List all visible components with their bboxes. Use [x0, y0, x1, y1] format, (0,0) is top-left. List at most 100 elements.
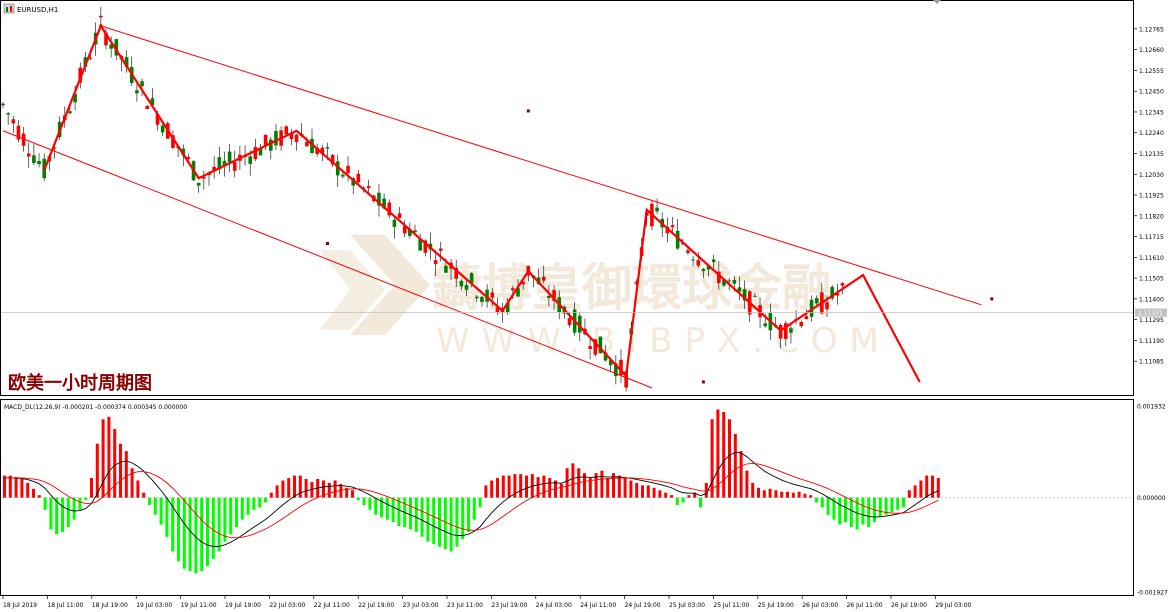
- channel-anchor-point: [325, 241, 329, 245]
- macd-histogram-bar: [264, 497, 267, 503]
- candle-body: [840, 283, 845, 286]
- candle-body: [578, 315, 582, 333]
- time-axis-tick-label: 26 Jul 11:00: [847, 602, 883, 609]
- macd-histogram-bar: [484, 485, 488, 498]
- axis-layer: 1.12765 1.12660 1.12555 1.12450 1.12345 1.122…: [2, 26, 1168, 609]
- candle-body: [78, 67, 83, 83]
- macd-histogram-bar: [635, 482, 639, 498]
- time-axis-tick-label: 29 Jul 03:00: [935, 602, 971, 609]
- candle-body: [495, 307, 500, 313]
- time-axis-tick-label: 23 Jul 19:00: [491, 602, 527, 609]
- macd-histogram-bar: [739, 451, 743, 498]
- macd-histogram-bar: [281, 480, 285, 498]
- time-axis-tick-label: 25 Jul 11:00: [713, 602, 749, 609]
- candle-body: [16, 125, 21, 140]
- macd-histogram-bar: [496, 478, 499, 498]
- macd-histogram-bar: [478, 497, 482, 508]
- chart-window-icon-bar1: [6, 7, 8, 12]
- macd-histogram-bar: [432, 497, 436, 545]
- candle-body: [485, 289, 489, 302]
- macd-histogram-bar: [786, 491, 789, 498]
- macd-histogram-bar: [878, 497, 882, 518]
- macd-histogram-bar: [472, 497, 476, 520]
- candle-body: [547, 295, 551, 298]
- macd-histogram-bar: [258, 497, 262, 508]
- candle-body: [614, 363, 618, 377]
- price-axis-tick-label: 1.12135: [1139, 151, 1164, 158]
- macd-histogram-bar: [519, 474, 523, 498]
- candle-body: [68, 111, 72, 114]
- time-axis-tick-label: 24 Jul 03:00: [536, 602, 572, 609]
- candle-body: [387, 202, 392, 216]
- candle-body: [26, 153, 31, 157]
- macd-histogram-bar: [797, 491, 801, 498]
- macd-histogram-bar: [490, 480, 494, 498]
- candle-body: [691, 259, 695, 261]
- macd-histogram-bar: [113, 429, 117, 498]
- candle-body: [737, 287, 742, 292]
- macd-histogram-bar: [78, 497, 82, 510]
- macd-histogram-bar: [240, 497, 244, 520]
- candle-body: [804, 316, 809, 320]
- macd-histogram-bar: [287, 478, 291, 498]
- chart-shift-marker[interactable]: [933, 0, 941, 4]
- macd-histogram-bar: [200, 497, 204, 572]
- candle-body: [217, 157, 222, 170]
- time-axis-tick-label: 22 Jul 11:00: [314, 602, 350, 609]
- macd-histogram-bar: [188, 497, 192, 572]
- macd-histogram-bar: [890, 497, 894, 513]
- time-axis-tick-label: 19 Jul 19:00: [225, 602, 261, 609]
- macd-histogram-bar: [815, 497, 818, 503]
- candle-body: [310, 138, 314, 154]
- candle-body: [351, 178, 355, 186]
- candle-body: [480, 296, 484, 302]
- macd-histogram-bar: [594, 473, 598, 498]
- macd-axis-tick-label: 0.001932: [1137, 404, 1166, 411]
- macd-histogram-bar: [409, 497, 412, 530]
- candle-body: [686, 250, 690, 253]
- candle-body: [552, 290, 556, 301]
- candle-body: [83, 57, 88, 67]
- candle-body: [789, 328, 793, 333]
- candle-body: [171, 135, 175, 148]
- price-axis-tick-label: 1.12660: [1139, 47, 1164, 54]
- candle-body: [603, 352, 608, 361]
- macd-histogram-bar: [629, 480, 633, 498]
- macd-histogram-bar: [687, 495, 691, 498]
- candle-body: [567, 318, 572, 326]
- macd-histogram-bar: [333, 480, 337, 498]
- macd-histogram-bar: [20, 479, 24, 498]
- candle-body: [825, 302, 829, 310]
- macd-histogram-bar: [670, 495, 673, 498]
- candle-body: [269, 139, 273, 151]
- macd-histogram-bar: [704, 482, 708, 498]
- candle-body: [21, 133, 26, 146]
- time-axis-tick-label: 22 Jul 19:00: [358, 602, 394, 609]
- current-price-label: 1.11331: [1138, 310, 1163, 317]
- macd-histogram-bar: [780, 491, 784, 498]
- macd-histogram-bar: [728, 419, 731, 498]
- candle-body: [619, 359, 623, 376]
- candle-body: [382, 198, 386, 209]
- candle-body: [397, 213, 402, 219]
- candle-body: [160, 125, 165, 133]
- candle-body: [490, 292, 495, 298]
- macd-histogram-bar: [757, 487, 760, 498]
- time-axis-tick-label: 24 Jul 19:00: [625, 602, 661, 609]
- macd-histogram-bar: [461, 497, 465, 540]
- price-axis-tick-label: 1.11610: [1139, 255, 1164, 262]
- time-axis-tick-label: 18 Jul 11:00: [47, 602, 83, 609]
- macd-histogram-bar: [182, 497, 186, 569]
- candle-body: [799, 321, 804, 327]
- candle-body: [722, 279, 726, 286]
- candle-body: [835, 293, 840, 296]
- chart-window-icon-bar2: [10, 6, 12, 12]
- price-axis-tick-label: 1.12450: [1139, 89, 1164, 96]
- time-axis-tick-label: 26 Jul 19:00: [891, 602, 927, 609]
- macd-histogram-bar: [391, 497, 395, 523]
- macd-histogram-bar: [513, 474, 517, 498]
- candle-body: [717, 271, 721, 284]
- candle-body: [670, 225, 675, 228]
- price-axis-tick-label: 1.12240: [1139, 130, 1164, 137]
- candle-body: [274, 131, 278, 146]
